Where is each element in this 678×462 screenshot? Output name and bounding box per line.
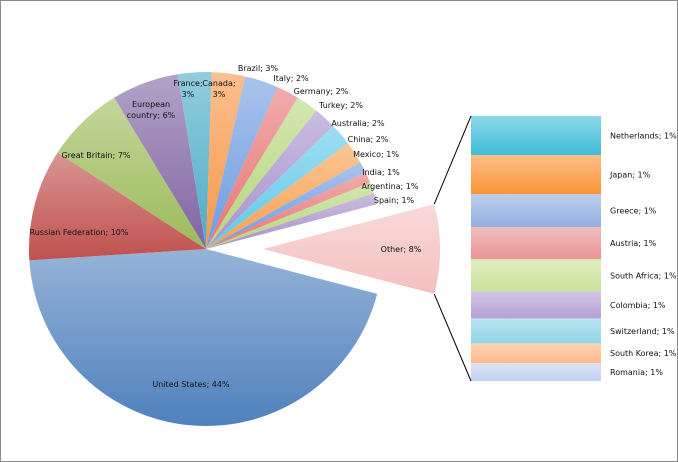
bar-data-label: Colombia; 1% <box>610 301 666 310</box>
pie-slice-european-country <box>114 74 206 249</box>
bar-segment-colombia <box>471 291 601 319</box>
bar-segment-austria <box>471 227 601 260</box>
bar-data-label: Greece; 1% <box>610 207 657 216</box>
pie-data-label: China; 2% <box>348 135 389 144</box>
pie-data-label: Argentina; 1% <box>362 182 419 191</box>
bar-data-label: South Africa; 1% <box>610 271 677 280</box>
pie-slice-australia <box>206 125 348 249</box>
pie-data-label: Turkey; 2% <box>318 101 363 110</box>
pie-slice-united-states <box>29 249 378 426</box>
bar-data-label: Switzerland; 1% <box>610 327 675 336</box>
pie-data-label: India; 1% <box>362 168 400 177</box>
pie-slice-china <box>206 143 361 249</box>
pie-data-label: Canada; 3% <box>202 79 235 99</box>
pie-slice-germany <box>206 97 317 249</box>
pie-data-label: France; 3% <box>173 79 202 99</box>
pie-data-label: Australia; 2% <box>331 119 385 128</box>
bar-data-label: Romania; 1% <box>610 368 663 377</box>
pie-data-label: Spain; 1% <box>374 196 415 205</box>
bar-data-label: South Korea; 1% <box>610 349 677 358</box>
connector-line-top <box>433 115 472 205</box>
pie-data-label: Russian Federation; 10% <box>30 228 129 237</box>
bar-segment-south-africa <box>471 259 601 292</box>
bar-segment-south-korea <box>471 343 601 364</box>
pie-slice-canada <box>206 72 246 249</box>
pie-slice-great-britain <box>57 97 207 249</box>
pie-slice-mexico <box>206 162 366 249</box>
pie-slice-india <box>206 172 371 249</box>
pie-data-label: Germany; 2% <box>294 87 349 96</box>
pie-data-label: Brazil; 3% <box>238 64 279 73</box>
pie-slice-argentina <box>206 182 374 249</box>
pie-slice-other <box>263 204 440 294</box>
bar-segment-switzerland <box>471 318 601 344</box>
pie-slice-italy <box>206 87 298 250</box>
pie-slice-spain <box>206 193 378 249</box>
pie-data-label: European country; 6% <box>127 100 176 120</box>
pie-data-label: Great Britain; 7% <box>61 151 130 160</box>
bar-data-label: Austria; 1% <box>610 239 657 248</box>
pie-data-label: United States; 44% <box>152 380 230 389</box>
bar-segment-greece <box>471 194 601 228</box>
bar-segment-netherlands <box>471 116 601 156</box>
bar-data-label: Netherlands; 1% <box>610 132 677 141</box>
bar-segment-japan <box>471 155 601 195</box>
pie-data-label: Mexico; 1% <box>353 150 399 159</box>
pie-slice-russian-federation <box>28 152 206 261</box>
connector-line-bottom <box>433 293 472 382</box>
pie-slice-france <box>177 72 212 249</box>
pie-slice-turkey <box>206 110 334 249</box>
bar-data-label: Japan; 1% <box>609 171 651 180</box>
pie-data-label: Other; 8% <box>381 245 422 254</box>
pie-data-label: Italy; 2% <box>273 74 309 83</box>
bar-segment-romania <box>471 363 601 381</box>
pie-slice-brazil <box>206 76 278 249</box>
